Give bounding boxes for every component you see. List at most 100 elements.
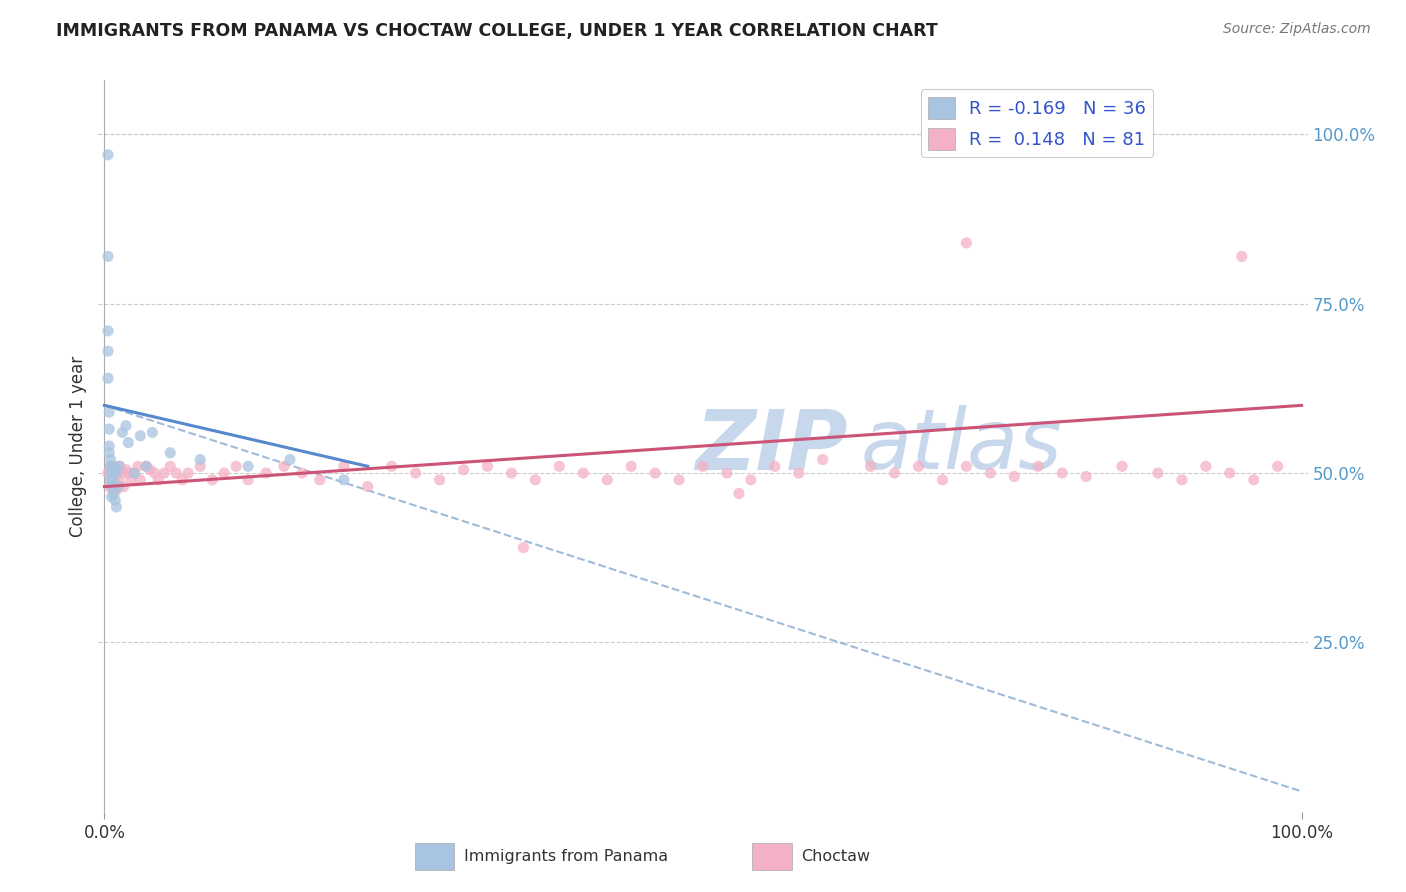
Point: [101, 459, 124, 474]
Point: [188, 452, 211, 467]
Point: [120, 473, 142, 487]
Point: [883, 466, 905, 480]
Point: [172, 473, 194, 487]
Point: [139, 463, 162, 477]
Point: [201, 473, 224, 487]
Point: [105, 466, 128, 480]
Point: [236, 473, 259, 487]
Point: [278, 452, 301, 467]
Point: [907, 459, 929, 474]
Point: [107, 459, 129, 474]
Point: [135, 459, 157, 474]
Point: [165, 466, 187, 480]
Point: [104, 493, 127, 508]
Point: [103, 463, 125, 477]
Point: [728, 486, 751, 500]
Point: [1195, 459, 1218, 474]
Point: [548, 459, 571, 474]
Point: [931, 473, 953, 487]
Point: [357, 480, 380, 494]
Text: Source: ZipAtlas.com: Source: ZipAtlas.com: [1223, 22, 1371, 37]
Point: [98, 439, 121, 453]
Point: [117, 435, 139, 450]
Point: [148, 473, 170, 487]
Point: [1111, 459, 1133, 474]
Point: [333, 459, 356, 474]
Point: [512, 541, 534, 555]
Point: [159, 459, 181, 474]
Point: [98, 422, 121, 436]
Point: [100, 452, 122, 467]
Point: [716, 466, 738, 480]
Point: [100, 490, 122, 504]
Point: [115, 463, 138, 477]
Point: [979, 466, 1001, 480]
Point: [97, 324, 120, 338]
Point: [273, 459, 295, 474]
Point: [159, 446, 181, 460]
Point: [225, 459, 247, 474]
Point: [477, 459, 499, 474]
Point: [101, 473, 124, 487]
Point: [309, 473, 332, 487]
Point: [644, 466, 666, 480]
Point: [859, 459, 882, 474]
Point: [212, 466, 235, 480]
Point: [107, 480, 129, 494]
Point: [103, 486, 125, 500]
Point: [429, 473, 451, 487]
Point: [1074, 469, 1097, 483]
Point: [1026, 459, 1049, 474]
Point: [124, 466, 146, 480]
Point: [98, 446, 121, 460]
Point: [97, 344, 120, 359]
Point: [100, 466, 122, 480]
Point: [291, 466, 314, 480]
Point: [105, 466, 128, 480]
Point: [1267, 459, 1289, 474]
Point: [115, 418, 138, 433]
Point: [105, 483, 128, 497]
Point: [141, 425, 163, 440]
Point: [1050, 466, 1073, 480]
Point: [811, 452, 834, 467]
Point: [692, 459, 714, 474]
Point: [97, 371, 120, 385]
Point: [129, 429, 152, 443]
Point: [668, 473, 690, 487]
Point: [177, 466, 200, 480]
Point: [129, 473, 152, 487]
Text: atlas: atlas: [860, 406, 1062, 486]
Point: [97, 249, 120, 263]
Text: Immigrants from Panama: Immigrants from Panama: [464, 849, 668, 863]
Point: [127, 459, 149, 474]
Point: [1230, 249, 1253, 263]
Point: [100, 473, 122, 487]
Point: [111, 425, 134, 440]
Point: [104, 476, 127, 491]
Point: [955, 235, 977, 250]
Point: [101, 483, 124, 497]
Point: [124, 466, 146, 480]
Point: [153, 466, 176, 480]
Point: [405, 466, 427, 480]
Point: [108, 459, 131, 474]
Point: [763, 459, 786, 474]
Point: [100, 466, 122, 480]
Point: [572, 466, 595, 480]
Point: [98, 480, 121, 494]
Point: [1219, 466, 1241, 480]
Point: [501, 466, 523, 480]
Text: Choctaw: Choctaw: [801, 849, 870, 863]
Point: [1243, 473, 1265, 487]
Point: [620, 459, 643, 474]
Point: [111, 466, 134, 480]
Point: [596, 473, 619, 487]
Point: [112, 480, 135, 494]
Point: [254, 466, 277, 480]
Point: [188, 459, 211, 474]
Y-axis label: College, Under 1 year: College, Under 1 year: [69, 355, 87, 537]
Point: [100, 480, 122, 494]
Point: [135, 459, 157, 474]
Point: [524, 473, 547, 487]
